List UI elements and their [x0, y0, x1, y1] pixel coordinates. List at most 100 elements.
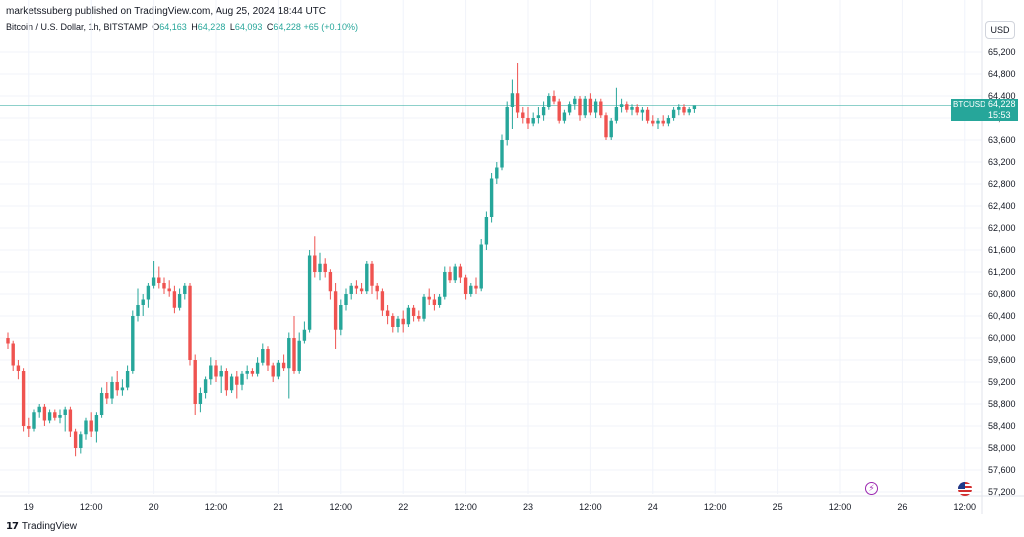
candle-body	[536, 115, 541, 118]
candle-body	[510, 93, 515, 107]
symbol-description[interactable]: Bitcoin / U.S. Dollar, 1h, BITSTAMP	[6, 22, 148, 32]
candle-body	[42, 406, 47, 421]
candle-body	[84, 420, 88, 435]
last-price-tag: 64,228 15:53	[985, 99, 1018, 122]
low-label: L	[229, 22, 235, 32]
candle	[27, 417, 31, 437]
candle	[172, 285, 177, 314]
tradingview-logo[interactable]: 𝟭𝟳 TradingView	[6, 521, 77, 532]
candle-body	[235, 376, 239, 385]
candle	[411, 305, 416, 322]
candle-body	[567, 104, 572, 113]
time-tick-label: 12:00	[330, 502, 353, 512]
candle-body	[58, 415, 62, 418]
candle	[183, 283, 187, 300]
lightning-icon[interactable]: ⚡	[865, 482, 878, 495]
candle-body	[625, 104, 629, 110]
us-flag-icon[interactable]	[958, 482, 972, 496]
candle-body	[183, 285, 187, 294]
candle-body	[318, 263, 322, 272]
candle	[396, 316, 400, 333]
candle	[261, 343, 265, 366]
candle-body	[240, 373, 244, 385]
candle	[318, 252, 322, 281]
price-tick-label: 61,600	[988, 245, 1016, 255]
candle	[515, 63, 520, 118]
candle	[21, 368, 26, 432]
candle	[245, 365, 249, 380]
candle-body	[339, 305, 343, 330]
candle-body	[271, 365, 275, 377]
candle-body	[489, 178, 494, 217]
candle	[656, 118, 660, 129]
candle	[588, 93, 593, 116]
candle-body	[99, 393, 104, 415]
candle-body	[136, 305, 140, 316]
candle-body	[552, 96, 556, 102]
change-value: +65 (+0.10%)	[303, 22, 358, 32]
candle	[505, 101, 509, 146]
time-tick-label: 23	[523, 502, 533, 512]
candle-body	[157, 277, 161, 283]
candle-body	[349, 285, 353, 294]
grid-lines	[0, 0, 982, 494]
candle	[333, 283, 338, 349]
candle	[297, 332, 301, 374]
candle	[567, 101, 572, 116]
candle	[645, 107, 650, 124]
candle-body	[609, 120, 613, 138]
candle	[94, 412, 99, 443]
candle-body	[151, 277, 156, 286]
candle	[365, 261, 369, 294]
candle-body	[578, 98, 582, 116]
candle-body	[463, 277, 468, 294]
candle-body	[292, 338, 296, 371]
candle	[453, 263, 457, 283]
price-axis[interactable]: 57,200 57,600 58,000 58,400 58,800 59,200 59,6…	[988, 47, 1016, 497]
candle-body	[198, 393, 203, 404]
candle-body	[432, 299, 437, 305]
price-tick-label: 61,200	[988, 267, 1016, 277]
candle	[323, 258, 327, 278]
candle	[47, 409, 52, 424]
candle-body	[573, 98, 577, 105]
candle	[79, 431, 83, 454]
candle	[380, 288, 385, 316]
candle-body	[604, 115, 608, 138]
candle-body	[229, 376, 234, 391]
candle-body	[484, 217, 489, 245]
candle	[385, 305, 390, 325]
time-tick-label: 12:00	[80, 502, 103, 512]
candle-body	[479, 244, 483, 289]
time-axis[interactable]: 19 12:00 20 12:00 21 12:00 22 12:00 23 12:00 24 12:…	[24, 502, 976, 512]
candle	[692, 105, 697, 113]
candle-body	[297, 340, 301, 371]
candle	[229, 373, 234, 393]
candle-body	[276, 362, 281, 377]
candle-body	[635, 107, 639, 113]
candle-body	[209, 365, 213, 380]
open-label: O	[152, 22, 160, 32]
candle-body	[656, 120, 660, 124]
candle-body	[313, 255, 317, 272]
candle	[328, 269, 333, 300]
candle-body	[593, 101, 598, 113]
candle	[463, 274, 468, 300]
candle-body	[630, 107, 634, 110]
candle	[198, 387, 203, 413]
candle	[105, 382, 109, 404]
currency-button[interactable]: USD	[985, 21, 1015, 39]
candle	[219, 365, 223, 393]
candle-body	[193, 360, 197, 404]
candle-body	[287, 338, 291, 369]
candle-body	[401, 318, 405, 325]
symbol-tag-label: BTCUSD	[953, 100, 986, 110]
candle	[526, 107, 530, 129]
candle	[292, 316, 296, 374]
publisher-line: marketssuberg published on TradingView.c…	[6, 6, 327, 17]
candle-body	[427, 296, 431, 300]
candle	[677, 104, 681, 116]
candle	[479, 239, 483, 292]
candle-body	[323, 263, 327, 272]
